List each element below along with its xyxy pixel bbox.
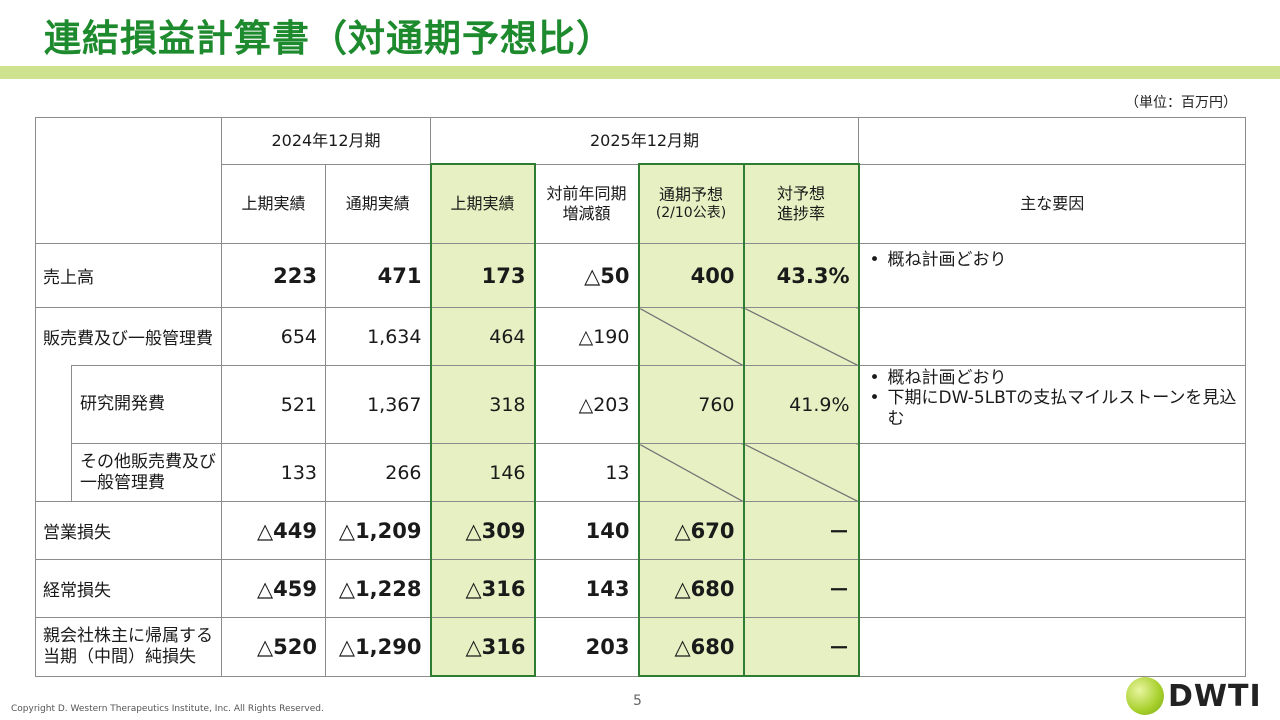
cell-value: 13	[534, 443, 639, 502]
cell-value: －	[742, 501, 860, 560]
cell-value: 223	[221, 243, 326, 308]
header-progress: 対予想 進捗率	[742, 163, 860, 244]
reason-cell-rnd: 概ね計画どおり 下期にDW-5LBTの支払マイルストーンを見込む	[858, 365, 1247, 444]
reason-cell-other-sga	[858, 443, 1247, 502]
cell-value: 471	[325, 243, 431, 308]
reason-cell-ord-loss	[858, 559, 1247, 618]
row-label-line2: 一般管理費	[80, 472, 165, 493]
cell-value: 318	[429, 365, 536, 444]
cell-value: △316	[429, 617, 536, 677]
row-label-sales: 売上高	[35, 243, 222, 308]
cell-value: 133	[221, 443, 326, 502]
reason-cell-sales: 概ね計画どおり	[858, 243, 1247, 308]
cell-value: 521	[221, 365, 326, 444]
row-label-sga: 販売費及び一般管理費	[35, 307, 222, 366]
logo-text: DWTI	[1168, 678, 1262, 714]
reason-item: 概ね計画どおり	[870, 250, 1240, 271]
cell-value: 146	[429, 443, 536, 502]
cell-value: △1,228	[325, 559, 431, 618]
row-label-net-loss: 親会社株主に帰属する 当期（中間）純損失	[35, 617, 222, 677]
cell-value: 266	[325, 443, 431, 502]
cell-value: 464	[429, 307, 536, 366]
reason-item: 概ね計画どおり	[870, 368, 1240, 389]
cell-value: 400	[637, 243, 745, 308]
cell-value: △309	[429, 501, 536, 560]
unit-label: （単位：百万円）	[1125, 95, 1237, 111]
header-fy-2024: 通期実績	[325, 163, 431, 244]
table-row-other-sga: その他販売費及び 一般管理費 133 266 146 13	[36, 443, 1247, 502]
cell-value: △1,209	[325, 501, 431, 560]
reason-item: 下期にDW-5LBTの支払マイルストーンを見込む	[870, 388, 1240, 429]
cell-value: 1,634	[325, 307, 431, 366]
header-yoy: 対前年同期 増減額	[534, 163, 639, 244]
diagonal-empty-cell	[637, 307, 745, 366]
diagonal-empty-cell	[637, 443, 745, 502]
page-title: 連結損益計算書（対通期予想比）	[44, 17, 614, 60]
company-logo: DWTI	[1126, 676, 1262, 716]
table-row-rnd: 研究開発費 521 1,367 318 △203 760 41.9% 概ね計画ど…	[35, 365, 1247, 502]
cell-value: 760	[637, 365, 745, 444]
cell-value: 143	[534, 559, 639, 618]
header-h1-2025: 上期実績	[429, 163, 536, 244]
cell-value: △449	[221, 501, 326, 560]
header-forecast-line1: 通期予想	[658, 185, 723, 205]
header-blank-cell	[35, 117, 222, 244]
row-label-line1: その他販売費及び	[80, 452, 216, 473]
header-year-2024: 2024年12月期	[221, 117, 431, 165]
cell-value: 173	[429, 243, 536, 308]
row-label-rnd: 研究開発費	[71, 365, 222, 444]
row-label-line2: 当期（中間）純損失	[43, 646, 196, 667]
header-forecast-line2: (2/10公表)	[655, 205, 727, 222]
income-statement-table: 2024年12月期 2025年12月期 上期実績 通期実績 上期実績 対前年同期…	[35, 117, 1247, 677]
cell-value: △459	[221, 559, 326, 618]
diagonal-empty-cell	[742, 307, 860, 366]
cell-value: △680	[637, 617, 745, 677]
cell-value: △50	[534, 243, 639, 308]
header-factors: 主な要因	[858, 163, 1247, 244]
header-year-2025: 2025年12月期	[429, 117, 860, 165]
header-yoy-line2: 増減額	[562, 203, 611, 223]
cell-value: △203	[534, 365, 639, 444]
cell-value: △680	[637, 559, 745, 618]
row-label-line1: 親会社株主に帰属する	[43, 626, 213, 647]
cell-value: 43.3%	[742, 243, 860, 308]
table-row-sales: 売上高 223 471 173 △50 400 43.3% 概ね計画どおり	[35, 243, 1247, 308]
row-label-ord-loss: 経常損失	[35, 559, 222, 618]
cell-value: △520	[221, 617, 326, 677]
header-blank-right	[858, 117, 1247, 165]
copyright-notice: Copyright D. Western Therapeutics Instit…	[11, 704, 324, 714]
reason-cell-sga	[858, 307, 1247, 366]
header-h1-2024: 上期実績	[221, 163, 326, 244]
cell-value: 203	[534, 617, 639, 677]
header-progress-line2: 進捗率	[777, 204, 826, 223]
cell-value: －	[742, 617, 860, 677]
table-row-op-loss: 営業損失 △449 △1,209 △309 140 △670 －	[35, 501, 1247, 560]
title-underline-band	[0, 66, 1280, 79]
page-number: 5	[633, 693, 642, 709]
reason-cell-net-loss	[858, 617, 1247, 677]
cell-value: △670	[637, 501, 745, 560]
table-row-ord-loss: 経常損失 △459 △1,228 △316 143 △680 －	[35, 559, 1247, 618]
cell-value: 140	[534, 501, 639, 560]
cell-value: 654	[221, 307, 326, 366]
cell-value: △316	[429, 559, 536, 618]
row-label-op-loss: 営業損失	[35, 501, 222, 560]
table-row-sga: 販売費及び一般管理費 654 1,634 464 △190	[35, 307, 1247, 366]
header-forecast: 通期予想 (2/10公表)	[637, 163, 745, 244]
cell-value: 1,367	[325, 365, 431, 444]
table-row-net-loss: 親会社株主に帰属する 当期（中間）純損失 △520 △1,290 △316 20…	[35, 617, 1247, 677]
cell-value: △1,290	[325, 617, 431, 677]
header-yoy-line1: 対前年同期	[546, 183, 627, 203]
cell-value: －	[742, 559, 860, 618]
reason-cell-op-loss	[858, 501, 1247, 560]
row-label-other-sga: その他販売費及び 一般管理費	[71, 443, 222, 502]
cell-value: △190	[534, 307, 639, 366]
indent-spacer-cell	[35, 365, 72, 502]
cell-value: 41.9%	[742, 365, 860, 444]
diagonal-empty-cell	[742, 443, 860, 502]
logo-sphere-icon	[1126, 677, 1164, 715]
header-progress-line1: 対予想	[777, 184, 826, 203]
